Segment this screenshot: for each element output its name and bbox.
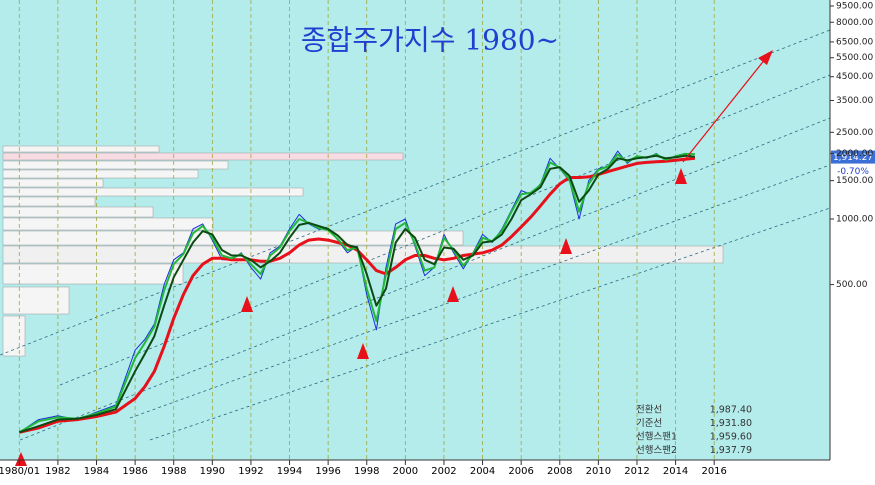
low-arrow (15, 452, 27, 466)
x-tick-label: 2000 (393, 466, 418, 477)
low-arrow (447, 286, 459, 302)
x-tick-label: 1990 (200, 466, 225, 477)
indicator-legend: 전환선 1,987.40 기준선 1,931.80 선행스팬1 1,959.60 선행스팬2… (636, 404, 752, 457)
x-tick-label: 2012 (624, 466, 649, 477)
price-badge (831, 150, 875, 164)
channel-lines (0, 29, 831, 441)
trend-arrow (682, 57, 767, 163)
legend-name: 전환선 (636, 404, 662, 416)
profile-bar (2, 206, 154, 218)
price-change: -0.70% (837, 167, 869, 177)
channel-line (59, 74, 831, 386)
x-tick-label: 2016 (701, 466, 726, 477)
x-tick-label: 1986 (122, 466, 147, 477)
profile-bar (2, 230, 464, 246)
legend-value: 1,931.80 (710, 418, 752, 429)
channel-line (129, 164, 831, 419)
y-tick-label: 9500.00 (836, 2, 873, 12)
y-tick-label: 4500.00 (836, 72, 873, 82)
low-arrow (560, 238, 572, 254)
x-tick-label: 2014 (663, 466, 688, 477)
profile-bar (2, 169, 199, 179)
y-tick-label: 500.00 (836, 280, 868, 290)
profile-bar (2, 315, 26, 357)
y-tick-label: 2000.00 (836, 149, 873, 159)
legend-name: 선행스팬2 (636, 444, 677, 456)
profile-bar (2, 263, 184, 285)
x-axis-panel (0, 460, 830, 481)
x-tick-label: 2010 (586, 466, 611, 477)
x-tick-label: 1996 (315, 466, 340, 477)
y-tick-label: 8000.00 (836, 18, 873, 28)
low-arrow (241, 296, 253, 312)
low-arrow (675, 168, 687, 184)
x-tick-label: 1992 (238, 466, 263, 477)
x-tick-label: 1982 (45, 466, 70, 477)
current-price: 1,914.27 (833, 153, 873, 163)
axis-panel (830, 0, 875, 481)
x-tick-label: 1998 (354, 466, 379, 477)
y-tick-label: 1000.00 (836, 215, 873, 225)
x-tick-label: 2008 (547, 466, 572, 477)
profile-bar (2, 187, 304, 197)
legend-value: 1,937.79 (710, 445, 752, 456)
x-tick-label: 2006 (508, 466, 533, 477)
channel-line (0, 29, 831, 356)
profile-bar (2, 217, 214, 231)
y-tick-label: 3500.00 (836, 96, 873, 106)
chart-title: 종합주가지수 1980~ (301, 24, 559, 57)
x-tick-label: 2002 (431, 466, 456, 477)
trend-arrow-head (758, 50, 773, 65)
arrows (15, 50, 773, 466)
channel-line (19, 117, 831, 441)
legend-value: 1,987.40 (710, 405, 752, 416)
x-tick-label: 1980/01 (0, 466, 40, 477)
y-tick-label: 5500.00 (836, 53, 873, 63)
y-tick-label: 2500.00 (836, 128, 873, 138)
profile-bar (2, 286, 70, 315)
profile-bar (2, 152, 404, 161)
x-tick-label: 1994 (277, 466, 302, 477)
series-line (18, 154, 696, 434)
profile-bar (2, 196, 96, 207)
low-arrow (357, 343, 369, 359)
profile-bar (2, 145, 160, 153)
legend-name: 선행스팬1 (636, 431, 677, 443)
profile-bar (2, 160, 229, 170)
x-tick-label: 2004 (470, 466, 495, 477)
legend-name: 기준선 (636, 418, 662, 429)
x-tick-label: 1988 (161, 466, 186, 477)
legend-value: 1,959.60 (710, 432, 752, 443)
profile-bar (2, 178, 104, 188)
series-line (18, 152, 695, 434)
x-tick-label: 1984 (84, 466, 109, 477)
y-tick-label: 6500.00 (836, 37, 873, 47)
y-tick-label: 1500.00 (836, 176, 873, 186)
